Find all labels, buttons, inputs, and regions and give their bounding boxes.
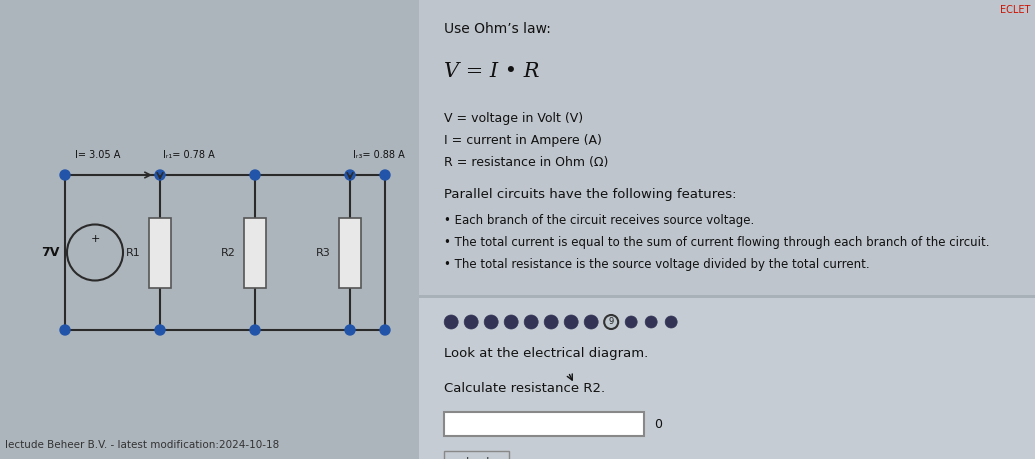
Circle shape [345,325,355,335]
Text: I = current in Ampere (A): I = current in Ampere (A) [444,134,602,147]
Text: ECLET: ECLET [1000,5,1030,15]
Text: • The total current is equal to the sum of current flowing through each branch o: • The total current is equal to the sum … [444,236,989,249]
Circle shape [155,325,165,335]
Text: V = voltage in Volt (V): V = voltage in Volt (V) [444,112,584,125]
Circle shape [484,315,498,329]
Circle shape [464,315,478,329]
Bar [149,218,171,287]
Text: V = I • R: V = I • R [444,62,539,81]
Text: Iᵣ₃= 0.88 A: Iᵣ₃= 0.88 A [353,150,405,160]
FancyBboxPatch shape [444,412,644,436]
Bar [419,298,1035,459]
Text: Look at the electrical diagram.: Look at the electrical diagram. [444,347,648,360]
Text: Iᵣ₁= 0.78 A: Iᵣ₁= 0.78 A [162,150,214,160]
Circle shape [60,170,70,180]
Text: R2: R2 [221,247,236,257]
Text: Parallel circuits have the following features:: Parallel circuits have the following fea… [444,188,737,201]
Text: 9: 9 [609,318,614,326]
Circle shape [504,315,519,329]
Text: R3: R3 [317,247,331,257]
Text: +: + [90,234,99,244]
Text: Use Ohm’s law:: Use Ohm’s law: [444,22,551,36]
Text: lectude Beheer B.V. - latest modification:2024-10-18: lectude Beheer B.V. - latest modificatio… [5,440,279,450]
Circle shape [444,315,459,329]
Text: 0: 0 [654,418,662,431]
Text: R = resistance in Ohm (Ω): R = resistance in Ohm (Ω) [444,156,609,169]
FancyBboxPatch shape [444,451,509,459]
Text: R1: R1 [126,247,141,257]
Text: Calculate resistance R2.: Calculate resistance R2. [444,382,605,395]
Bar [339,218,361,287]
Circle shape [584,315,598,329]
Circle shape [60,325,70,335]
Circle shape [666,316,677,328]
Bar [244,218,266,287]
Text: check: check [461,457,493,459]
Bar [419,295,1035,298]
Circle shape [380,170,390,180]
Circle shape [604,315,618,329]
Circle shape [155,170,165,180]
Circle shape [524,315,538,329]
Text: I= 3.05 A: I= 3.05 A [75,150,120,160]
Circle shape [625,316,638,328]
Circle shape [564,315,579,329]
Bar [419,0,1035,459]
Text: • Each branch of the circuit receives source voltage.: • Each branch of the circuit receives so… [444,214,755,227]
Circle shape [544,315,558,329]
Circle shape [250,170,260,180]
Circle shape [645,316,657,328]
Circle shape [250,325,260,335]
Text: 7V: 7V [40,246,59,259]
Circle shape [345,170,355,180]
Text: • The total resistance is the source voltage divided by the total current.: • The total resistance is the source vol… [444,258,869,271]
Circle shape [380,325,390,335]
